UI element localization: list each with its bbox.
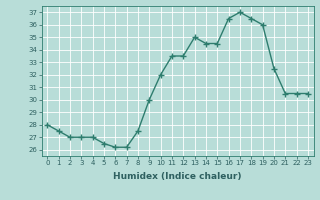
X-axis label: Humidex (Indice chaleur): Humidex (Indice chaleur): [113, 172, 242, 181]
